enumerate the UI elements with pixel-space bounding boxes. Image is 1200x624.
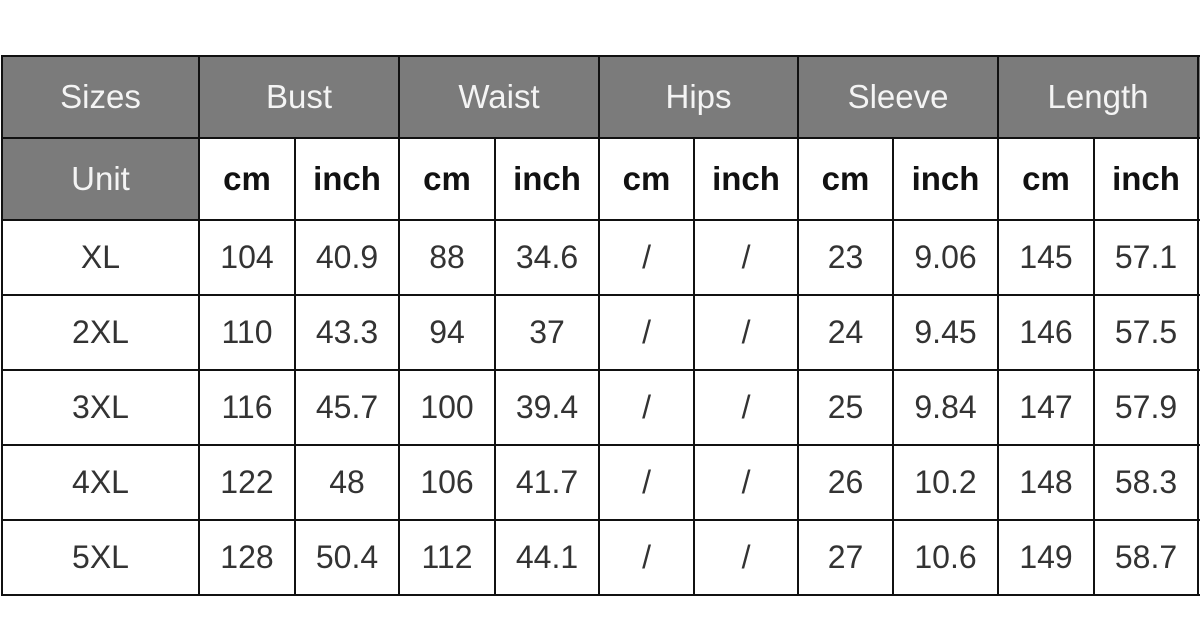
value-cell: 39.4 bbox=[494, 369, 601, 446]
value-cell: 149 bbox=[997, 519, 1096, 596]
size-cell: 4XL bbox=[1, 444, 200, 521]
value-cell: 40.9 bbox=[293, 219, 401, 296]
unit-label: Unit bbox=[1, 137, 200, 221]
value-cell: / bbox=[693, 369, 800, 446]
value-cell: 50.4 bbox=[293, 519, 401, 596]
header-sleeve: Sleeve bbox=[797, 55, 1000, 139]
header-waist: Waist bbox=[398, 55, 601, 139]
unit-cell: inch bbox=[892, 137, 1000, 221]
value-cell: 43.3 bbox=[293, 294, 401, 371]
value-cell: 112 bbox=[398, 519, 497, 596]
value-cell: 88 bbox=[398, 219, 497, 296]
value-cell: / bbox=[598, 219, 696, 296]
unit-cell: cm bbox=[598, 137, 696, 221]
value-cell: 106 bbox=[398, 444, 497, 521]
value-cell: 128 bbox=[198, 519, 296, 596]
value-cell: 147 bbox=[997, 369, 1096, 446]
value-cell: 9.45 bbox=[892, 294, 1000, 371]
value-cell: 26 bbox=[797, 444, 895, 521]
value-cell: 110 bbox=[198, 294, 296, 371]
value-cell: 148 bbox=[997, 444, 1096, 521]
unit-cell: cm bbox=[797, 137, 895, 221]
value-cell: / bbox=[693, 444, 800, 521]
value-cell: / bbox=[598, 369, 696, 446]
header-bust: Bust bbox=[197, 55, 401, 139]
row-extra bbox=[1197, 294, 1200, 371]
value-cell: 57.5 bbox=[1093, 294, 1200, 371]
value-cell: 94 bbox=[398, 294, 497, 371]
value-cell: 24 bbox=[797, 294, 895, 371]
row-extra bbox=[1197, 519, 1200, 596]
row-extra bbox=[1197, 369, 1200, 446]
table-row: 3XL 116 45.7 100 39.4//25 9.84 147 57.9 bbox=[1, 369, 1200, 446]
table-row: XL 104 40.9 88 34.6//23 9.06 145 57.1 bbox=[1, 219, 1200, 296]
value-cell: / bbox=[598, 294, 696, 371]
value-cell: 27 bbox=[797, 519, 895, 596]
value-cell: 23 bbox=[797, 219, 895, 296]
value-cell: 45.7 bbox=[293, 369, 401, 446]
value-cell: 25 bbox=[797, 369, 895, 446]
value-cell: 10.6 bbox=[892, 519, 1000, 596]
value-cell: 104 bbox=[198, 219, 296, 296]
value-cell: 100 bbox=[398, 369, 497, 446]
value-cell: 122 bbox=[198, 444, 296, 521]
row-extra bbox=[1197, 219, 1200, 296]
unit-cell: inch bbox=[494, 137, 601, 221]
value-cell: 9.06 bbox=[892, 219, 1000, 296]
header-extra bbox=[1197, 55, 1200, 139]
header-sizes: Sizes bbox=[1, 55, 200, 139]
value-cell: 37 bbox=[494, 294, 601, 371]
size-cell: 5XL bbox=[1, 519, 200, 596]
value-cell: / bbox=[693, 219, 800, 296]
value-cell: 145 bbox=[997, 219, 1096, 296]
row-extra bbox=[1197, 444, 1200, 521]
value-cell: 57.9 bbox=[1093, 369, 1200, 446]
size-chart-table: Sizes Bust Waist Hips Sleeve Length Unit… bbox=[1, 55, 1200, 596]
value-cell: 41.7 bbox=[494, 444, 601, 521]
size-cell: 3XL bbox=[1, 369, 200, 446]
value-cell: / bbox=[598, 519, 696, 596]
value-cell: / bbox=[693, 294, 800, 371]
value-cell: 58.7 bbox=[1093, 519, 1200, 596]
unit-row: Unit cm inch cm inch cm inch cm inch cm inch bbox=[1, 137, 1200, 221]
value-cell: 57.1 bbox=[1093, 219, 1200, 296]
value-cell: 34.6 bbox=[494, 219, 601, 296]
value-cell: 146 bbox=[997, 294, 1096, 371]
unit-cell: inch bbox=[693, 137, 800, 221]
unit-cell: inch bbox=[1093, 137, 1200, 221]
value-cell: / bbox=[693, 519, 800, 596]
value-cell: 116 bbox=[198, 369, 296, 446]
unit-cell: cm bbox=[198, 137, 296, 221]
value-cell: / bbox=[598, 444, 696, 521]
unit-cell: cm bbox=[997, 137, 1096, 221]
value-cell: 58.3 bbox=[1093, 444, 1200, 521]
value-cell: 10.2 bbox=[892, 444, 1000, 521]
table-row: 4XL 122 48 106 41.7//26 10.2 148 58.3 bbox=[1, 444, 1200, 521]
size-cell: XL bbox=[1, 219, 200, 296]
unit-extra bbox=[1197, 137, 1200, 221]
value-cell: 9.84 bbox=[892, 369, 1000, 446]
unit-cell: cm bbox=[398, 137, 497, 221]
header-row: Sizes Bust Waist Hips Sleeve Length bbox=[1, 55, 1200, 139]
table-row: 2XL 110 43.3 94 37//24 9.45 146 57.5 bbox=[1, 294, 1200, 371]
header-length: Length bbox=[997, 55, 1200, 139]
unit-cell: inch bbox=[293, 137, 401, 221]
value-cell: 44.1 bbox=[494, 519, 601, 596]
table-row: 5XL 128 50.4 112 44.1//27 10.6 149 58.7 bbox=[1, 519, 1200, 596]
value-cell: 48 bbox=[293, 444, 401, 521]
header-hips: Hips bbox=[598, 55, 800, 139]
size-cell: 2XL bbox=[1, 294, 200, 371]
